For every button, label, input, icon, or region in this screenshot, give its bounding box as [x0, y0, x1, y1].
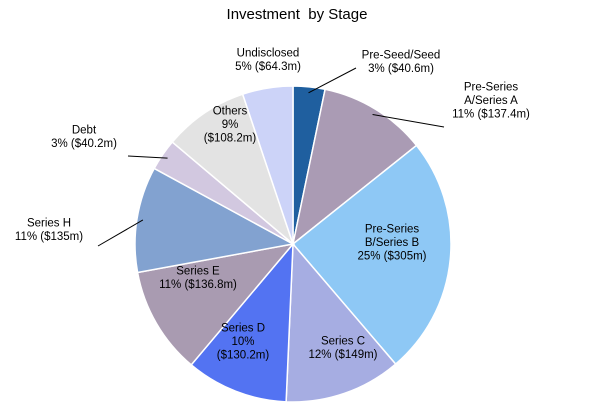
slice-label: Others 9% ($108.2m) — [204, 106, 257, 145]
slice-label-line: B/Series B — [365, 237, 420, 249]
leader-line — [127, 155, 168, 159]
slice-label-line: Series D — [221, 323, 265, 335]
slice-label-line: Series H — [27, 217, 71, 229]
leader-line — [308, 67, 357, 94]
slice-label-line: Series E — [176, 265, 220, 277]
slice-label-line: Series C — [321, 335, 365, 347]
slice-label: Series E 11% ($136.8m) — [159, 265, 237, 291]
leader-line — [97, 219, 144, 247]
slice-label-line: 5% ($64.3m) — [235, 61, 301, 73]
slice-label-line: 12% ($149m) — [308, 349, 377, 361]
slice-label-line: 11% ($136.8m) — [159, 279, 237, 291]
slice-label-line: Pre-Series — [464, 82, 519, 94]
slice-label-line: Debt — [72, 124, 97, 136]
slice-label: Pre-Seed/Seed 3% ($40.6m) — [362, 49, 441, 75]
slice-label: Series D 10% ($130.2m) — [217, 323, 270, 362]
slice-label-line: A/Series A — [464, 95, 518, 107]
pie-slice-series-e — [136, 242, 295, 366]
slice-label-line: 25% ($305m) — [357, 251, 426, 263]
slice-label-line: 3% ($40.6m) — [368, 63, 434, 75]
pie-slice-pre-series-b-series-b — [291, 144, 452, 366]
slice-label-line: Others — [213, 106, 248, 118]
slice-label-line: Pre-Seed/Seed — [362, 49, 441, 61]
slice-label: Series H 11% ($135m) — [15, 217, 83, 243]
slice-label-line: Undisclosed — [237, 47, 300, 59]
slice-label-line: Pre-Series — [365, 224, 420, 236]
pie-slice-series-c — [285, 242, 397, 403]
pie-slice-others — [171, 93, 295, 247]
chart-title: Investment by Stage — [226, 6, 368, 23]
slice-label-line: 11% ($135m) — [15, 231, 83, 243]
slice-label-line: ($108.2m) — [204, 133, 257, 145]
slice-label: Debt 3% ($40.2m) — [51, 124, 117, 150]
slice-label: Pre-Series B/Series B 25% ($305m) — [357, 224, 426, 263]
slice-label: Pre-Series A/Series A 11% ($137.4m) — [452, 82, 530, 121]
leader-line — [372, 113, 445, 128]
pie-slice-undisclosed — [241, 85, 294, 245]
slice-label-line: 11% ($137.4m) — [452, 109, 530, 121]
slice-label-line: 9% — [222, 119, 239, 131]
pie-slice-pre-series-a-series-a — [291, 88, 418, 246]
slice-label: Series C 12% ($149m) — [308, 335, 377, 361]
slice-label-line: ($130.2m) — [217, 350, 270, 362]
slice-label: Undisclosed 5% ($64.3m) — [235, 47, 301, 73]
pie-slice-series-d — [190, 241, 294, 403]
slice-label-line: 3% ($40.2m) — [51, 138, 117, 150]
slice-label-line: 10% — [231, 336, 254, 348]
pie-slice-series-h — [134, 167, 296, 274]
